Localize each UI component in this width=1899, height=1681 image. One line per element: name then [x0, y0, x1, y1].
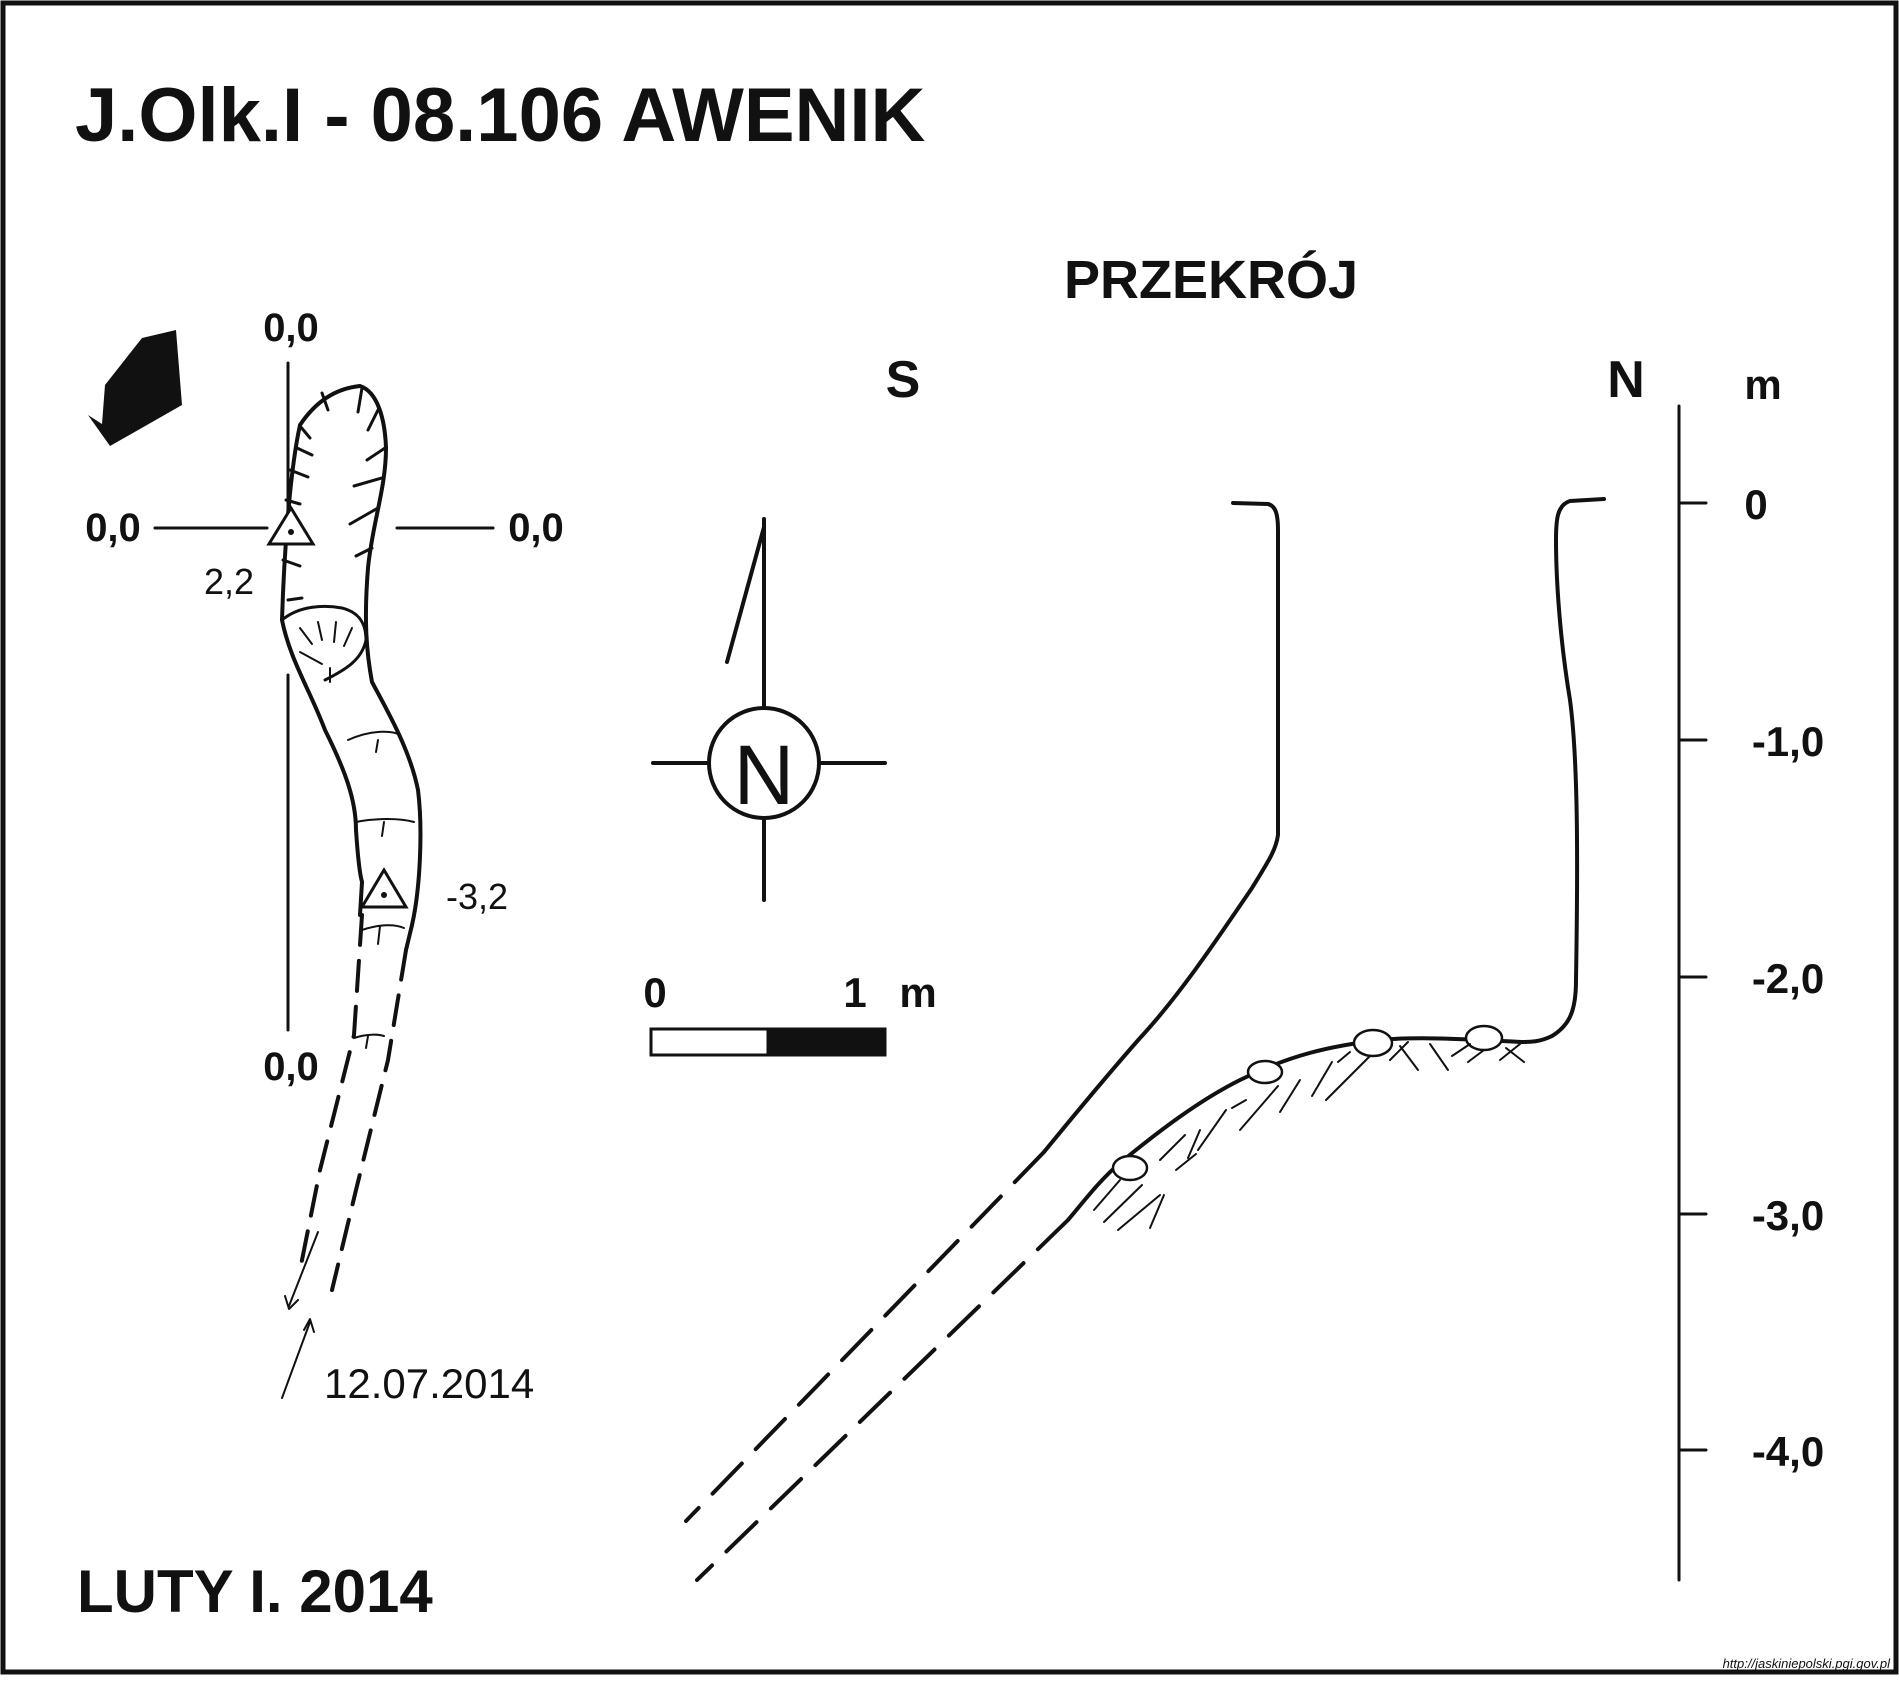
station-2-label: -3,2	[446, 876, 508, 917]
section-floor-dashed	[695, 1218, 1070, 1582]
plan-inner-chamber	[280, 604, 368, 682]
section-north-wall	[1520, 497, 1606, 1044]
section-direction-north: N	[1607, 351, 1645, 409]
scale-bar: 0 1 m	[643, 969, 937, 1057]
cave-outline-lower	[358, 880, 414, 952]
section-title: PRZEKRÓJ	[1064, 250, 1358, 310]
plan-inner-hachures	[299, 621, 353, 683]
depth-tick-1: -1,0	[1752, 718, 1824, 765]
depth-tick-3: -3,0	[1752, 1192, 1824, 1239]
source-url: http://jaskiniepolski.pgi.gov.pl	[1723, 1656, 1892, 1671]
scale-start-label: 0	[643, 969, 666, 1016]
compass-letter: N	[734, 728, 795, 822]
sheet-title: J.Olk.I - 08.106 AWENIK	[75, 73, 926, 158]
depth-unit: m	[1744, 361, 1781, 408]
plan-dashed-continuation-right	[330, 948, 408, 1292]
axis-label-top: 0,0	[263, 306, 319, 350]
section-south-wall	[1042, 501, 1280, 1154]
axis-label-left: 0,0	[85, 506, 141, 550]
axis-label-bottom: 0,0	[263, 1045, 319, 1089]
author-date: LUTY I. 2014	[77, 1558, 433, 1625]
section-floor	[1066, 1036, 1524, 1222]
plan-hachures	[281, 386, 387, 602]
depth-scale-ticks	[1677, 501, 1708, 1452]
survey-end-arrows-icon	[281, 1231, 319, 1399]
north-compass: N	[651, 517, 887, 902]
boulder-2	[1246, 1059, 1284, 1085]
boulder-3	[1352, 1028, 1394, 1058]
depth-tick-0: 0	[1744, 481, 1767, 528]
survey-station-2	[359, 867, 409, 909]
section-debris-hachures	[1093, 1041, 1525, 1231]
boulder-4	[1464, 1024, 1504, 1052]
plan-passage-ticks	[365, 739, 385, 1049]
depth-tick-4: -4,0	[1752, 1428, 1824, 1475]
plan-view: 0,0 0,0 0,0 0,0	[85, 306, 564, 1407]
section-boulders	[1111, 1024, 1504, 1182]
section-south-wall-dashed	[684, 1150, 1046, 1523]
plan-dashed-continuation-left	[298, 913, 364, 1272]
survey-station-1	[266, 505, 316, 546]
plan-section-line-1	[347, 730, 401, 741]
scale-unit-label: m	[899, 969, 936, 1016]
scale-end-label: 1	[843, 969, 866, 1016]
cave-outline-upper	[280, 384, 423, 927]
entrance-arrow-icon	[88, 330, 182, 446]
section-direction-south: S	[886, 351, 921, 409]
north-pointer-icon	[725, 525, 766, 664]
plan-section-line-2	[355, 818, 415, 823]
station-1-label: 2,2	[204, 561, 254, 602]
cross-section: PRZEKRÓJ S N m 0 -1,0 -2,0 -3,0 -4,0	[684, 250, 1824, 1582]
plan-section-line-3	[361, 924, 405, 931]
boulder-1	[1111, 1154, 1149, 1182]
plan-section-line-4	[353, 1033, 385, 1039]
axis-label-right: 0,0	[508, 506, 564, 550]
depth-tick-2: -2,0	[1752, 955, 1824, 1002]
survey-date: 12.07.2014	[324, 1360, 534, 1407]
